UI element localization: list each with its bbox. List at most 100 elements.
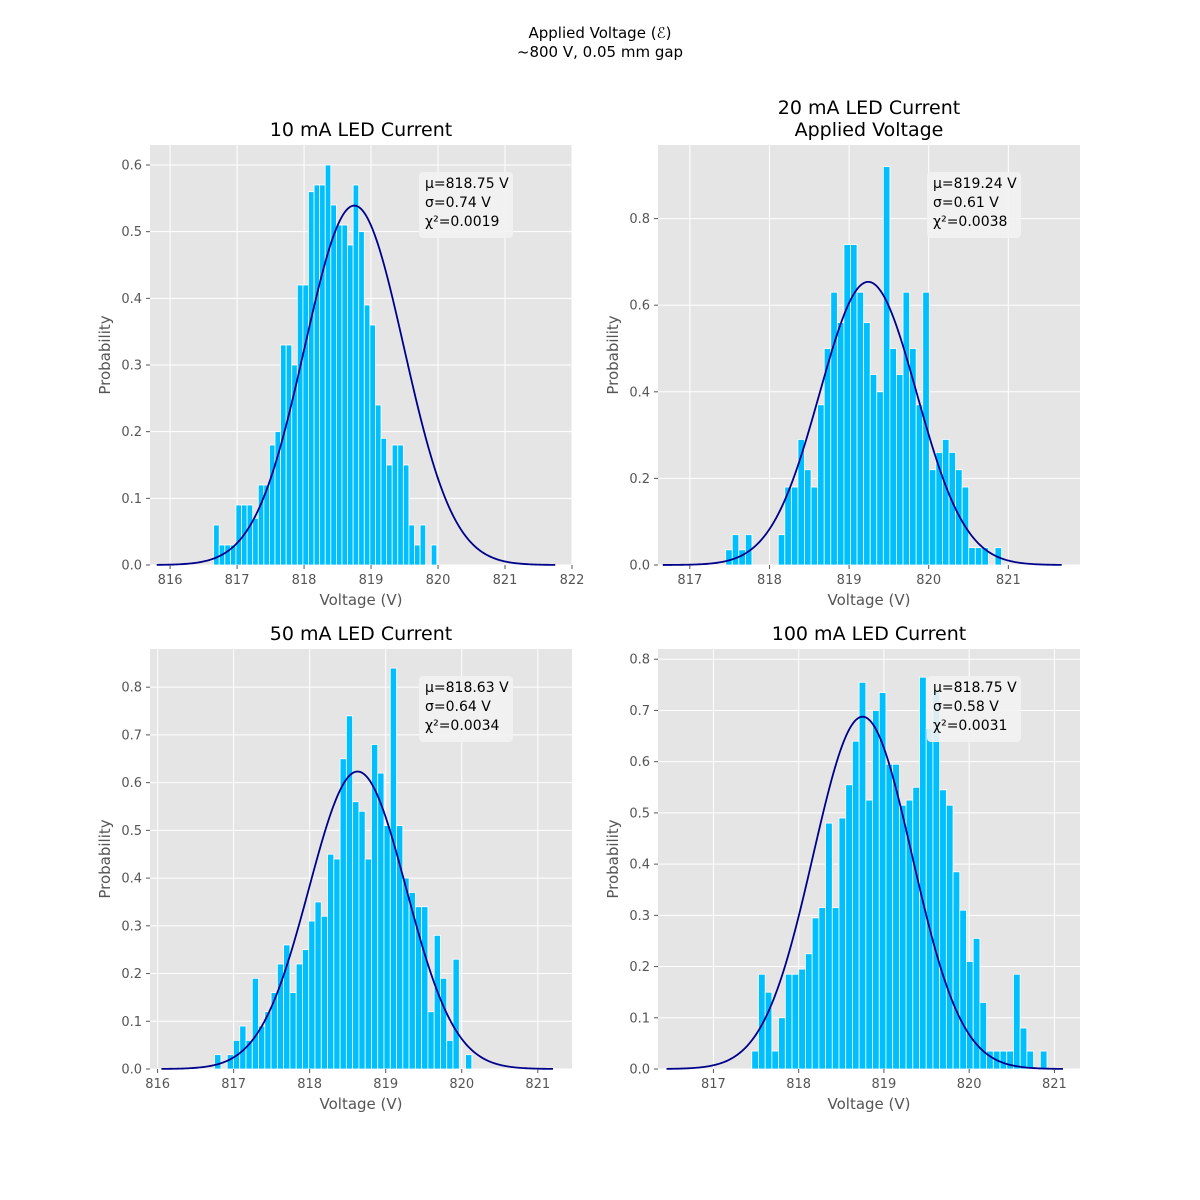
histogram-bar: [251, 977, 259, 1070]
histogram-bar: [314, 901, 322, 1070]
x-tick-label: 819: [373, 1077, 398, 1092]
histogram-bar: [738, 549, 746, 566]
x-tick-label: 818: [786, 1077, 811, 1092]
histogram-bar: [818, 907, 826, 1070]
histogram-bar: [397, 444, 404, 566]
histogram-bar: [892, 763, 900, 1070]
y-tick-label: 0.4: [629, 385, 650, 400]
subplot-title: 20 mA LED Current: [778, 97, 960, 119]
x-tick-label: 817: [701, 1077, 726, 1092]
histogram-bar: [1026, 1050, 1034, 1070]
histogram-bar: [865, 799, 873, 1070]
histogram-bar: [402, 877, 410, 1070]
subplot-3: 816 817 818 819 820 821 0.0 0.1 0.2 0.3 0.4 0.5 0.6 0…: [96, 623, 572, 1113]
histogram-bar: [289, 992, 297, 1070]
histogram-bar: [446, 1039, 454, 1070]
histogram-bar: [972, 937, 981, 1070]
histogram-bar: [932, 689, 941, 1070]
x-tick-label: 817: [225, 573, 250, 588]
histogram-bar: [408, 524, 415, 566]
y-tick-label: 0.4: [121, 872, 142, 887]
histogram-bar: [843, 244, 851, 566]
histogram-bar: [246, 504, 254, 566]
gaussian-fit-line: [161, 770, 554, 1070]
x-tick-label: 822: [560, 573, 585, 588]
y-axis-label: Probability: [96, 819, 114, 898]
histogram-bar: [845, 784, 853, 1070]
stats-line: σ=0.74 V: [425, 195, 491, 211]
stats-line: χ²=0.0031: [933, 718, 1007, 734]
histogram-bar: [430, 544, 438, 566]
histogram-bar: [790, 486, 799, 566]
x-tick-label: 821: [493, 573, 518, 588]
x-tick-label: 816: [145, 1077, 170, 1092]
histogram-bar: [358, 231, 365, 566]
histogram-bar: [389, 667, 397, 1070]
x-tick-label: 819: [837, 573, 862, 588]
histogram-bar: [386, 464, 393, 566]
x-tick-label: 821: [996, 573, 1021, 588]
histogram-bar: [258, 1025, 266, 1070]
stats-line: σ=0.61 V: [933, 195, 999, 211]
y-tick-label: 0.0: [121, 1063, 142, 1078]
histogram-bar: [280, 344, 287, 566]
histogram-bar: [915, 404, 924, 566]
histogram-bar: [1013, 973, 1021, 1070]
y-tick-label: 0.6: [121, 159, 142, 174]
histogram-bar: [377, 772, 385, 1070]
y-tick-label: 0.6: [629, 755, 650, 770]
x-tick-label: 819: [359, 573, 384, 588]
histogram-bar: [1019, 1027, 1028, 1070]
histogram-bar: [308, 191, 315, 566]
histogram-bar: [352, 801, 360, 1070]
histogram-bar: [402, 464, 410, 566]
stats-line: χ²=0.0038: [933, 214, 1007, 230]
histogram-bar: [898, 804, 907, 1070]
y-tick-label: 0.6: [121, 776, 142, 791]
histogram-bar: [725, 549, 733, 566]
histogram-bar: [319, 184, 326, 566]
histogram-bar: [889, 348, 897, 566]
histogram-bar: [912, 786, 920, 1070]
gaussian-fit-line: [662, 280, 1062, 566]
x-tick-label: 816: [158, 573, 183, 588]
x-tick-label: 820: [426, 573, 451, 588]
stats-box: [927, 172, 1021, 238]
y-tick-label: 0.2: [629, 472, 650, 487]
histogram-bar: [335, 224, 343, 566]
histogram-bar: [433, 934, 441, 1070]
histogram-bar: [339, 758, 347, 1070]
y-tick-label: 0.6: [629, 299, 650, 314]
histogram-bar: [825, 822, 833, 1070]
stats-line: σ=0.58 V: [933, 699, 999, 715]
y-tick-label: 0.0: [121, 559, 142, 574]
figure-title-line1: Applied Voltage (ℰ): [529, 24, 672, 42]
stats-line: μ=818.75 V: [933, 680, 1017, 696]
y-axis-label: Probability: [604, 819, 622, 898]
histogram-bar: [252, 517, 259, 566]
histogram-bar: [421, 906, 429, 1070]
gaussian-fit-line: [156, 204, 556, 566]
y-tick-label: 0.3: [121, 359, 142, 374]
histogram-bar: [939, 789, 947, 1070]
histogram-bar: [942, 439, 950, 566]
histogram-bar: [959, 909, 967, 1070]
histogram-bar: [341, 224, 348, 566]
x-axis-label: Voltage (V): [828, 591, 911, 609]
histogram-bar: [778, 1017, 786, 1070]
stats-box: [927, 676, 1021, 742]
histogram-bar: [852, 740, 860, 1070]
histogram-bar: [320, 915, 328, 1070]
x-tick-label: 820: [449, 1077, 474, 1092]
figure-title-line2: ~800 V, 0.05 mm gap: [517, 43, 683, 61]
histogram-bar: [324, 164, 332, 566]
y-tick-label: 0.8: [121, 681, 142, 696]
histogram-bar: [333, 858, 341, 1070]
y-tick-label: 0.2: [121, 967, 142, 982]
histogram-bar: [375, 404, 382, 566]
y-tick-label: 0.5: [629, 806, 650, 821]
histogram-bar: [902, 291, 911, 566]
histogram-bar: [885, 763, 894, 1070]
histogram-bar: [214, 1054, 222, 1070]
